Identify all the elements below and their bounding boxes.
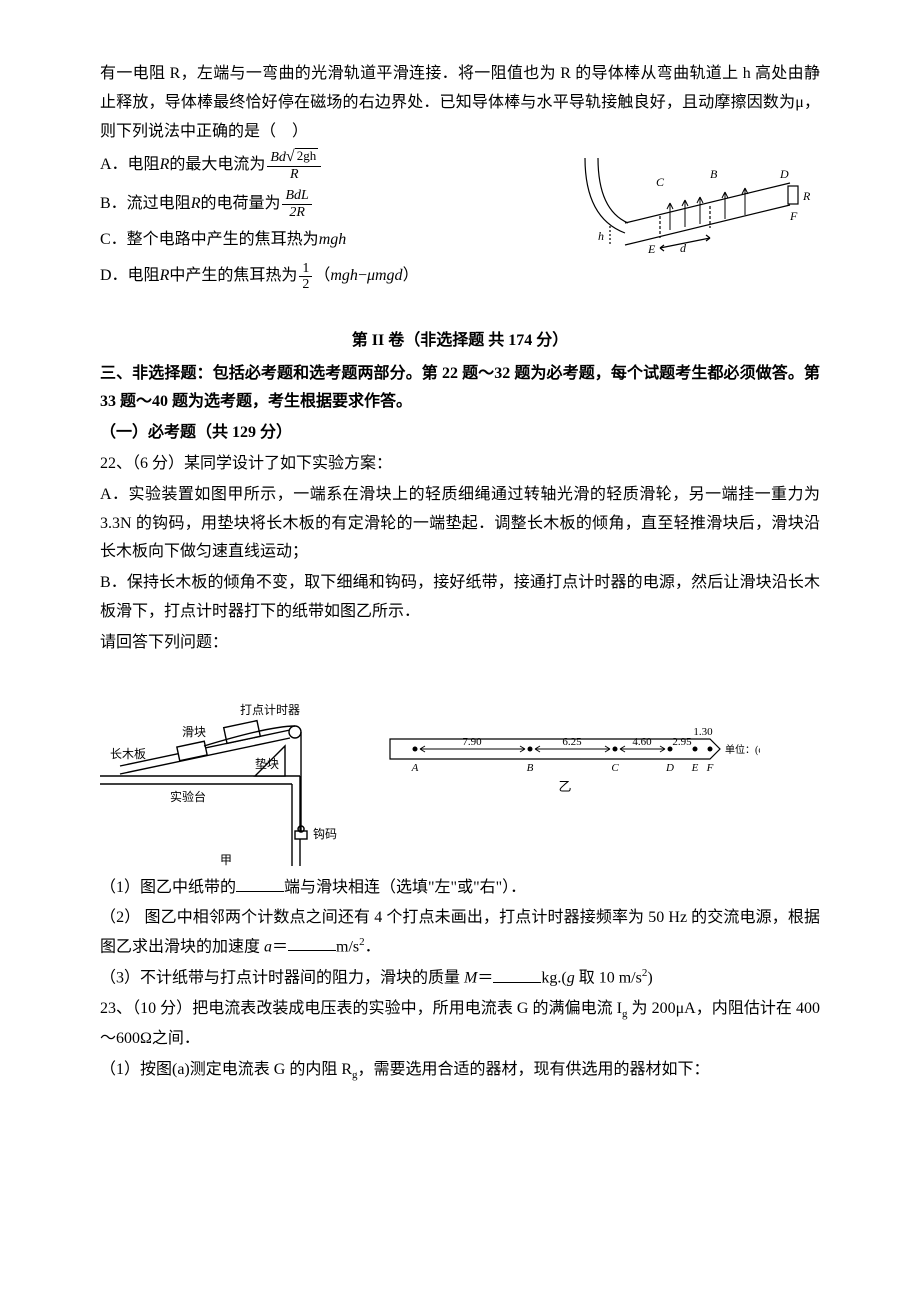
q22-a: A．实验装置如图甲所示，一端系在滑块上的轻质细绳通过转轴光滑的轻质滑轮，另一端挂… (100, 481, 820, 567)
q22-p3: （3）不计纸带与打点计时器间的阻力，滑块的质量 M＝ kg.(g 取 10 m/s… (100, 964, 820, 993)
opt-b-num: BdL (282, 188, 311, 204)
blank-3[interactable] (493, 967, 541, 983)
pt-A: A (411, 762, 419, 774)
lbl-huakuai: 滑块 (182, 725, 206, 739)
fig-jia: 长木板 滑块 打点计时器 垫块 实验台 钩码 甲 (100, 666, 360, 866)
opt-b-den: 2R (286, 205, 308, 220)
opt-a-num1: Bd (270, 150, 286, 165)
pt-E: E (691, 762, 699, 774)
d-DE: 2.95 (672, 736, 692, 748)
q22-ask: 请回答下列问题： (100, 629, 820, 658)
q22-p2-var: a (264, 938, 272, 955)
opt-d-mu: μ (367, 262, 375, 291)
q22-p2-unit: m/s (336, 938, 359, 955)
d-AB: 7.90 (462, 736, 482, 748)
opt-a-pre: A．电阻 (100, 151, 160, 180)
q22-p3-ua: kg.( (541, 970, 566, 987)
q23-p1-b: ，需要选用合适的器材，现有供选用的器材如下： (358, 1061, 710, 1078)
q22-stem: 22、（6 分）某同学设计了如下实验方案： (100, 450, 820, 479)
lbl-gouma: 钩码 (313, 827, 337, 841)
opt-d-r: R (160, 262, 170, 291)
opt-a-num2: 2gh (295, 148, 319, 163)
q22-p2-eq: ＝ (272, 938, 288, 955)
d-BC: 6.25 (562, 736, 582, 748)
q22-p3-eq: ＝ (477, 970, 493, 987)
q22-p2-a: （2） 图乙中相邻两个计数点之间还有 4 个打点未画出，打点计时器接频率为 50… (100, 909, 820, 955)
option-c: C．整个电路中产生的焦耳热为 mgh (100, 226, 562, 255)
opt-d-den: 2 (299, 277, 312, 292)
q22-p1-a: （1）图乙中纸带的 (100, 879, 236, 896)
option-d: D．电阻 R 中产生的焦耳热为 1 2 （ mgh − μ mgd ） (100, 261, 562, 293)
opt-c-pre: C．整个电路中产生的焦耳热为 (100, 226, 319, 255)
label-B: B (710, 167, 718, 181)
lbl-yi: 乙 (558, 779, 571, 794)
q22-p2-end: ． (365, 938, 381, 955)
opt-b-pre: B．流过电阻 (100, 190, 191, 219)
label-F: F (789, 209, 798, 223)
label-h: h (598, 229, 604, 243)
label-R: R (802, 189, 811, 203)
pt-B: B (527, 762, 534, 774)
q22-p3-m: M (464, 970, 477, 987)
opt-d-open: （ (314, 262, 330, 291)
d-CD: 4.60 (632, 736, 652, 748)
opt-b-frac: BdL 2R (282, 188, 311, 220)
q23-stem-a: 23、（10 分）把电流表改装成电压表的实验中，所用电流表 G 的满偏电流 I (100, 1000, 622, 1017)
opt-a-den: R (287, 167, 302, 182)
opt-d-minus: − (358, 262, 367, 291)
pt-D: D (665, 762, 674, 774)
pt-C: C (611, 762, 619, 774)
lbl-changmuban: 长木板 (110, 747, 146, 761)
pt-F: F (706, 762, 714, 774)
label-D: D (779, 167, 789, 181)
q22-figures: 长木板 滑块 打点计时器 垫块 实验台 钩码 甲 (100, 666, 820, 866)
opt-d-close: ） (403, 262, 419, 291)
opt-c-expr: mgh (319, 226, 347, 255)
circuit-figure: C B D R h E d F (570, 148, 820, 278)
lbl-diankuai: 垫块 (255, 756, 279, 771)
opt-d-t2: mgd (375, 262, 403, 291)
q22-p3-uc: ) (647, 970, 652, 987)
blank-1[interactable] (236, 876, 284, 892)
option-a: A．电阻 R 的最大电流为 Bd√2gh R (100, 148, 562, 182)
section2-title: 第 II 卷（非选择题 共 174 分） (100, 327, 820, 356)
fig-yi: A B C D E F 7.90 6.25 4.60 2.95 1.30 单位：… (380, 721, 760, 811)
q22-p3-a: （3）不计纸带与打点计时器间的阻力，滑块的质量 (100, 970, 464, 987)
q22-b: B．保持长木板的倾角不变，取下细绳和钩码，接好纸带，接通打点计时器的电源，然后让… (100, 569, 820, 627)
opt-d-t1: mgh (330, 262, 358, 291)
q22-p2: （2） 图乙中相邻两个计数点之间还有 4 个打点未画出，打点计时器接频率为 50… (100, 904, 820, 962)
q23-stem: 23、（10 分）把电流表改装成电压表的实验中，所用电流表 G 的满偏电流 Ig… (100, 995, 820, 1054)
opt-a-frac: Bd√2gh R (267, 148, 321, 182)
q23-p1: （1）按图(a)测定电流表 G 的内阻 Rg，需要选用合适的器材，现有供选用的器… (100, 1056, 820, 1086)
lbl-dadian: 打点计时器 (240, 703, 300, 717)
q22-p3-g: g (567, 970, 575, 987)
opt-d-mid: 中产生的焦耳热为 (169, 262, 297, 291)
lbl-jia: 甲 (220, 853, 232, 866)
q23-p1-a: （1）按图(a)测定电流表 G 的内阻 R (100, 1061, 352, 1078)
opt-d-frac: 1 2 (299, 261, 312, 293)
opt-d-pre: D．电阻 (100, 262, 160, 291)
q22-p1: （1）图乙中纸带的 端与滑块相连（选填"左"或"右"）． (100, 874, 820, 903)
label-C: C (656, 175, 665, 189)
blank-2[interactable] (288, 935, 336, 951)
opt-b-r: R (191, 190, 201, 219)
section2-head: 三、非选择题：包括必考题和选考题两部分。第 22 题～32 题为必考题，每个试题… (100, 360, 820, 418)
lbl-shiyantai: 实验台 (170, 789, 206, 804)
opt-a-r: R (160, 151, 170, 180)
opt-b-mid: 的电荷量为 (200, 190, 280, 219)
option-b: B．流过电阻 R 的电荷量为 BdL 2R (100, 188, 562, 220)
label-E: E (647, 242, 656, 256)
section2-subhead: （一）必考题（共 129 分） (100, 419, 820, 448)
label-d: d (680, 241, 687, 255)
opt-a-mid: 的最大电流为 (169, 151, 265, 180)
d-EF: 1.30 (693, 726, 713, 738)
q22-p3-ub: 取 10 m/s (575, 970, 642, 987)
opt-d-num: 1 (299, 261, 312, 277)
q22-p1-b: 端与滑块相连（选填"左"或"右"）． (284, 879, 526, 896)
yi-unit: 单位：(cm) (725, 743, 760, 756)
q-prev-stem: 有一电阻 R，左端与一弯曲的光滑轨道平滑连接．将一阻值也为 R 的导体棒从弯曲轨… (100, 60, 820, 146)
